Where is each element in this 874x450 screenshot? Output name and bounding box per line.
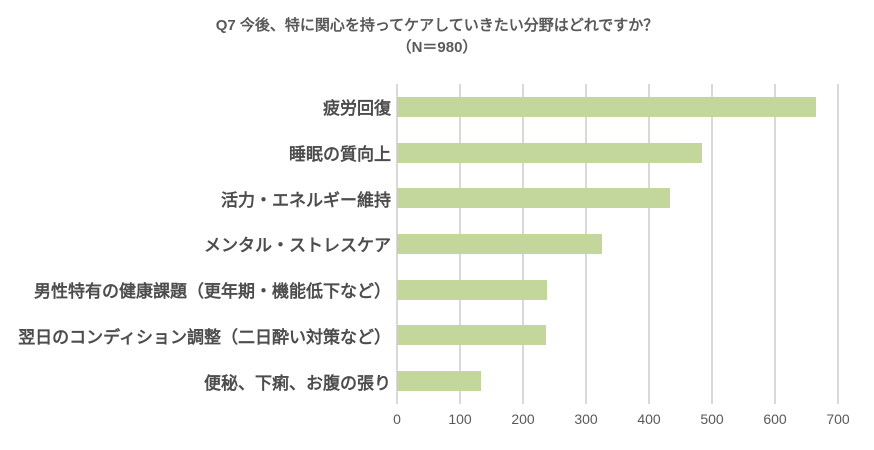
x-tick-label-500: 500 bbox=[700, 411, 724, 427]
gridline-500 bbox=[711, 84, 713, 404]
category-label-4: 男性特有の健康課題（更年期・機能低下など） bbox=[34, 282, 391, 302]
x-tick-label-100: 100 bbox=[448, 411, 472, 427]
bar-1 bbox=[397, 142, 702, 163]
gridline-600 bbox=[774, 84, 776, 404]
bar-0 bbox=[397, 96, 816, 117]
plot-area bbox=[396, 84, 839, 404]
gridline-700 bbox=[837, 84, 839, 404]
x-tick-label-400: 400 bbox=[637, 411, 661, 427]
category-label-2: 活力・エネルギー維持 bbox=[221, 190, 391, 210]
x-tick-label-600: 600 bbox=[763, 411, 787, 427]
x-tick-label-700: 700 bbox=[826, 411, 850, 427]
bar-2 bbox=[397, 188, 670, 209]
chart-title-sample-size: （N＝980） bbox=[396, 39, 478, 56]
bar-3 bbox=[397, 234, 602, 254]
category-label-0: 疲労回復 bbox=[323, 99, 391, 119]
bar-4 bbox=[397, 279, 547, 300]
bars-layer bbox=[397, 84, 838, 404]
category-label-3: メンタル・ストレスケア bbox=[204, 236, 391, 256]
category-label-1: 睡眠の質向上 bbox=[289, 145, 391, 165]
x-tick-label-300: 300 bbox=[574, 411, 598, 427]
category-label-6: 便秘、下痢、お腹の張り bbox=[204, 373, 391, 393]
bar-5 bbox=[397, 325, 546, 346]
chart-title-question: Q7 今後、特に関心を持ってケアしていきたい分野はどれですか？ bbox=[215, 17, 659, 34]
x-tick-label-200: 200 bbox=[511, 411, 535, 427]
gridline-400 bbox=[648, 84, 650, 404]
chart-title: Q7 今後、特に関心を持ってケアしていきたい分野はどれですか？ （N＝980） bbox=[0, 15, 874, 59]
x-tick-label-0: 0 bbox=[393, 411, 401, 427]
bar-6 bbox=[397, 371, 482, 392]
category-label-5: 翌日のコンディション調整（二日酔い対策など） bbox=[18, 327, 391, 347]
